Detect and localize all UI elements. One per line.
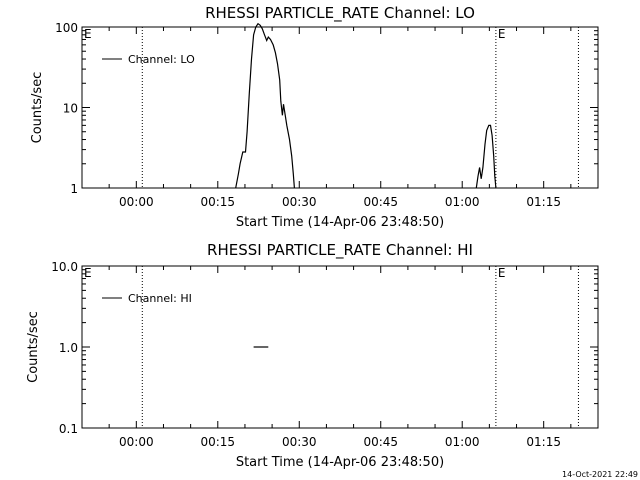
series-line [475, 124, 497, 189]
y-tick-label: 100 [55, 21, 78, 35]
y-tick-label: 1 [70, 182, 78, 196]
event-marker: E [84, 27, 92, 41]
x-tick-label: 00:30 [282, 195, 317, 209]
x-tick-label: 01:00 [445, 195, 480, 209]
plot-frame [81, 26, 599, 189]
legend-label: Channel: LO [128, 53, 195, 66]
x-tick-label: 00:00 [119, 435, 154, 449]
y-axis-label: Counts/sec [26, 311, 41, 383]
event-marker: E [498, 266, 506, 280]
x-tick-label: 00:45 [363, 435, 398, 449]
x-tick-label: 01:00 [445, 435, 480, 449]
y-axis-label: Counts/sec [30, 72, 45, 144]
timestamp: 14-Oct-2021 22:49 [562, 470, 638, 479]
chart-title: RHESSI PARTICLE_RATE Channel: LO [205, 4, 475, 23]
event-marker: E [84, 266, 92, 280]
x-tick-label: 00:00 [119, 195, 154, 209]
series-line [235, 22, 295, 189]
x-tick-label: 00:30 [282, 435, 317, 449]
x-tick-label: 00:45 [363, 195, 398, 209]
y-tick-label: 1.0 [59, 341, 78, 355]
y-tick-label: 10 [63, 102, 78, 116]
x-tick-label: 01:15 [526, 435, 561, 449]
x-axis-label: Start Time (14-Apr-06 23:48:50) [236, 215, 444, 230]
legend-label: Channel: HI [128, 292, 192, 305]
x-tick-label: 00:15 [200, 195, 235, 209]
chart-panel-hi: RHESSI PARTICLE_RATE Channel: HI 00:00 00:… [26, 241, 599, 470]
chart-title: RHESSI PARTICLE_RATE Channel: HI [207, 241, 473, 260]
x-tick-label: 01:15 [526, 195, 561, 209]
x-axis-label: Start Time (14-Apr-06 23:48:50) [236, 455, 444, 470]
x-tick-label: 00:15 [200, 435, 235, 449]
chart-panel-lo: RHESSI PARTICLE_RATE Channel: LO 00:00 00:… [30, 4, 599, 230]
plot-frame [81, 265, 599, 429]
event-marker: E [498, 27, 506, 41]
y-tick-label: 10.0 [51, 260, 78, 274]
y-tick-label: 0.1 [59, 422, 78, 436]
